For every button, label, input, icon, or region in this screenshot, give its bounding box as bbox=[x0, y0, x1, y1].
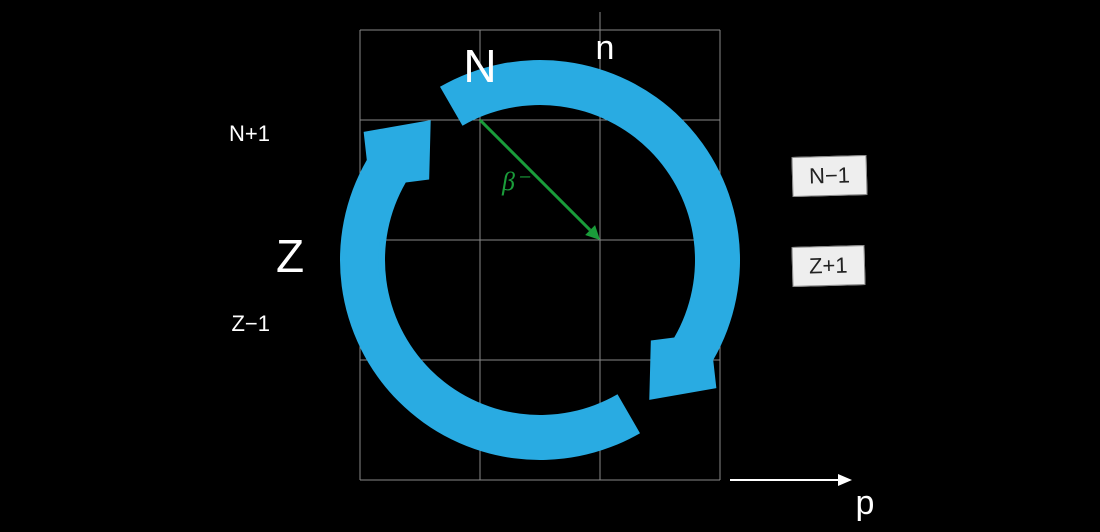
axis-label-N: N bbox=[463, 40, 496, 92]
axis-label-Z: Z bbox=[276, 230, 304, 282]
cycle-eye-outer bbox=[345, 240, 346, 281]
beta-minus-label: β⁻ bbox=[501, 167, 531, 196]
label-Z-plus-1: Z+1 bbox=[791, 245, 865, 287]
label-Z-minus-1: Z−1 bbox=[231, 311, 270, 336]
axis-label-p: p bbox=[856, 484, 875, 522]
label-N-minus-1: N−1 bbox=[791, 155, 867, 197]
axis-label-n: n bbox=[596, 29, 615, 67]
label-N-plus-1: N+1 bbox=[229, 121, 270, 146]
cycle-eye-inner bbox=[380, 243, 381, 276]
